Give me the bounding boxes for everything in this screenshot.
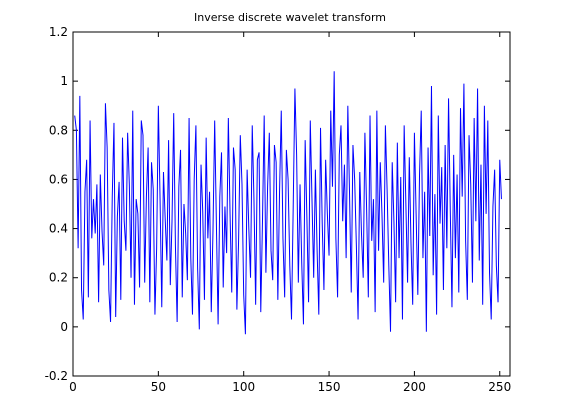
y-tick-label: 0.8 [49,123,68,137]
x-tick-label: 200 [403,380,426,394]
y-tick-label: 1.2 [49,25,68,39]
chart-title: Inverse discrete wavelet transform [194,11,386,24]
y-tick-label: -0.2 [45,369,68,383]
series-line-0 [74,71,502,335]
y-tick-label: 0.4 [49,222,68,236]
series-layer [74,71,502,335]
y-tick-label: 0 [60,320,68,334]
x-tick-label: 150 [318,380,341,394]
x-tick-label: 0 [69,380,77,394]
x-tick-label: 100 [232,380,255,394]
x-tick-label: 250 [488,380,511,394]
ticks-layer: 0 50 100 150 200 250-0.200.20.40.60.811.2 [45,25,512,394]
y-tick-label: 0.6 [49,172,68,186]
y-tick-label: 1 [60,74,68,88]
y-tick-label: 0.2 [49,271,68,285]
x-tick-label: 50 [151,380,166,394]
